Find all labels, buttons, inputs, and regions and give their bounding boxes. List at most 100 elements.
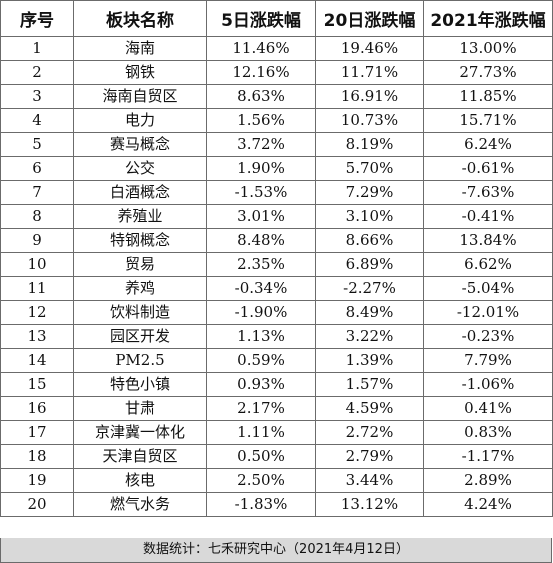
- table-row: 2 钢铁 12.16% 11.71% 27.73%: [0, 60, 553, 85]
- table-row: 10 贸易 2.35% 6.89% 6.62%: [0, 252, 553, 277]
- cell-sector-name: 特色小镇: [73, 372, 207, 397]
- cell-index: 8: [0, 204, 74, 229]
- cell-sector-name: 核电: [73, 468, 207, 493]
- cell-index: 13: [0, 324, 74, 349]
- cell-2021-change: 2.89%: [423, 468, 553, 493]
- cell-2021-change: 15.71%: [423, 108, 553, 133]
- cell-5day-change: 2.17%: [206, 396, 316, 421]
- cell-2021-change: -0.61%: [423, 156, 553, 181]
- table-row: 1 海南 11.46% 19.46% 13.00%: [0, 36, 553, 61]
- cell-5day-change: 2.35%: [206, 252, 316, 277]
- header-2021-change: 2021年涨跌幅: [423, 0, 553, 37]
- table-row: 14 PM2.5 0.59% 1.39% 7.79%: [0, 348, 553, 373]
- cell-20day-change: 8.19%: [315, 132, 424, 157]
- cell-2021-change: 7.79%: [423, 348, 553, 373]
- cell-sector-name: 饮料制造: [73, 300, 207, 325]
- cell-index: 19: [0, 468, 74, 493]
- cell-sector-name: 燃气水务: [73, 492, 207, 517]
- table-row: 8 养殖业 3.01% 3.10% -0.41%: [0, 204, 553, 229]
- cell-index: 2: [0, 60, 74, 85]
- cell-5day-change: 0.59%: [206, 348, 316, 373]
- cell-20day-change: 1.57%: [315, 372, 424, 397]
- cell-20day-change: 1.39%: [315, 348, 424, 373]
- cell-5day-change: 1.11%: [206, 420, 316, 445]
- cell-index: 9: [0, 228, 74, 253]
- table-row: 4 电力 1.56% 10.73% 15.71%: [0, 108, 553, 133]
- cell-sector-name: 甘肃: [73, 396, 207, 421]
- cell-20day-change: 5.70%: [315, 156, 424, 181]
- table-row: 11 养鸡 -0.34% -2.27% -5.04%: [0, 276, 553, 301]
- header-5day-change: 5日涨跌幅: [206, 0, 316, 37]
- cell-2021-change: -0.23%: [423, 324, 553, 349]
- table-row: 7 白酒概念 -1.53% 7.29% -7.63%: [0, 180, 553, 205]
- cell-5day-change: 8.48%: [206, 228, 316, 253]
- sector-performance-table: 序号 板块名称 5日涨跌幅 20日涨跌幅 2021年涨跌幅 1 海南 11.46% 1…: [0, 0, 553, 517]
- cell-index: 1: [0, 36, 74, 61]
- cell-sector-name: 养鸡: [73, 276, 207, 301]
- cell-2021-change: 13.00%: [423, 36, 553, 61]
- cell-5day-change: -1.83%: [206, 492, 316, 517]
- cell-index: 12: [0, 300, 74, 325]
- cell-20day-change: 3.44%: [315, 468, 424, 493]
- cell-index: 14: [0, 348, 74, 373]
- cell-sector-name: 京津冀一体化: [73, 420, 207, 445]
- cell-5day-change: 3.72%: [206, 132, 316, 157]
- cell-5day-change: 1.56%: [206, 108, 316, 133]
- table-row: 20 燃气水务 -1.83% 13.12% 4.24%: [0, 492, 553, 517]
- cell-2021-change: 0.83%: [423, 420, 553, 445]
- cell-index: 15: [0, 372, 74, 397]
- cell-5day-change: 2.50%: [206, 468, 316, 493]
- cell-20day-change: 2.72%: [315, 420, 424, 445]
- cell-index: 10: [0, 252, 74, 277]
- cell-2021-change: -1.17%: [423, 444, 553, 469]
- header-index: 序号: [0, 0, 74, 37]
- cell-20day-change: 19.46%: [315, 36, 424, 61]
- table-row: 19 核电 2.50% 3.44% 2.89%: [0, 468, 553, 493]
- cell-sector-name: 贸易: [73, 252, 207, 277]
- source-footer: 数据统计：七禾研究中心（2021年4月12日）: [0, 538, 552, 563]
- cell-20day-change: 6.89%: [315, 252, 424, 277]
- cell-2021-change: -0.41%: [423, 204, 553, 229]
- cell-2021-change: 4.24%: [423, 492, 553, 517]
- cell-2021-change: 6.24%: [423, 132, 553, 157]
- cell-sector-name: 天津自贸区: [73, 444, 207, 469]
- cell-sector-name: 海南: [73, 36, 207, 61]
- header-sector-name: 板块名称: [73, 0, 207, 37]
- cell-5day-change: 8.63%: [206, 84, 316, 109]
- cell-5day-change: 3.01%: [206, 204, 316, 229]
- cell-20day-change: 3.10%: [315, 204, 424, 229]
- cell-index: 5: [0, 132, 74, 157]
- cell-20day-change: 8.66%: [315, 228, 424, 253]
- cell-sector-name: PM2.5: [73, 348, 207, 373]
- table-row: 17 京津冀一体化 1.11% 2.72% 0.83%: [0, 420, 553, 445]
- cell-20day-change: 16.91%: [315, 84, 424, 109]
- table-row: 9 特钢概念 8.48% 8.66% 13.84%: [0, 228, 553, 253]
- cell-5day-change: 0.50%: [206, 444, 316, 469]
- cell-5day-change: 12.16%: [206, 60, 316, 85]
- cell-sector-name: 特钢概念: [73, 228, 207, 253]
- header-row: 序号 板块名称 5日涨跌幅 20日涨跌幅 2021年涨跌幅: [0, 0, 553, 37]
- cell-20day-change: 11.71%: [315, 60, 424, 85]
- table-row: 3 海南自贸区 8.63% 16.91% 11.85%: [0, 84, 553, 109]
- cell-2021-change: -12.01%: [423, 300, 553, 325]
- cell-index: 11: [0, 276, 74, 301]
- cell-sector-name: 园区开发: [73, 324, 207, 349]
- cell-2021-change: 6.62%: [423, 252, 553, 277]
- cell-5day-change: -0.34%: [206, 276, 316, 301]
- cell-20day-change: 10.73%: [315, 108, 424, 133]
- cell-5day-change: 1.90%: [206, 156, 316, 181]
- cell-index: 16: [0, 396, 74, 421]
- cell-sector-name: 海南自贸区: [73, 84, 207, 109]
- cell-index: 20: [0, 492, 74, 517]
- header-20day-change: 20日涨跌幅: [315, 0, 424, 37]
- cell-2021-change: 11.85%: [423, 84, 553, 109]
- cell-2021-change: 27.73%: [423, 60, 553, 85]
- table-row: 5 赛马概念 3.72% 8.19% 6.24%: [0, 132, 553, 157]
- cell-index: 6: [0, 156, 74, 181]
- table-row: 13 园区开发 1.13% 3.22% -0.23%: [0, 324, 553, 349]
- cell-20day-change: 3.22%: [315, 324, 424, 349]
- cell-sector-name: 电力: [73, 108, 207, 133]
- cell-20day-change: 8.49%: [315, 300, 424, 325]
- cell-index: 17: [0, 420, 74, 445]
